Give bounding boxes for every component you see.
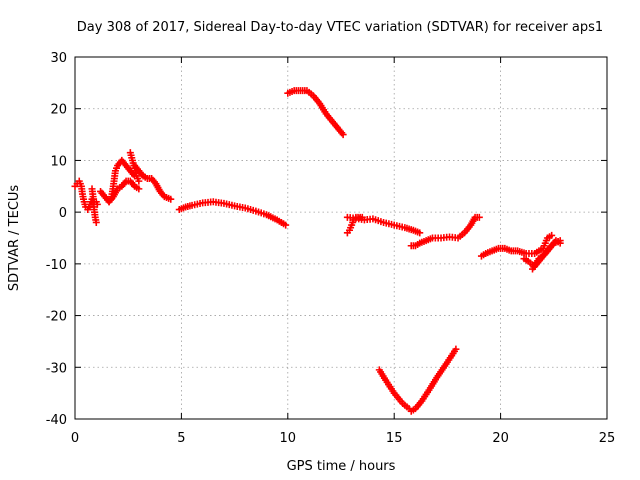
- y-axis-label: SDTVAR / TECUs: [7, 185, 22, 292]
- data-point: [93, 200, 101, 208]
- x-tick-label: 5: [177, 431, 185, 446]
- data-point: [339, 131, 347, 139]
- series-arc-14: [477, 231, 556, 260]
- x-tick-label: 15: [386, 431, 403, 446]
- data-point: [135, 177, 143, 185]
- y-tick-label: -40: [46, 413, 67, 428]
- series-arc-5: [105, 177, 143, 206]
- y-tick-label: -10: [46, 258, 67, 273]
- data-point: [135, 185, 143, 193]
- y-tick-label: 10: [50, 154, 67, 169]
- data-point: [452, 345, 460, 353]
- data-point: [416, 229, 424, 237]
- x-tick-label: 20: [492, 431, 509, 446]
- series-arc-9: [284, 87, 347, 139]
- series-arc-8: [175, 198, 290, 229]
- data-point: [475, 213, 483, 221]
- series-arc-12: [375, 345, 460, 415]
- data-point: [167, 195, 175, 203]
- series-arc-3: [86, 198, 101, 211]
- y-tick-label: 30: [50, 51, 67, 66]
- y-tick-label: 0: [59, 206, 67, 221]
- data-point: [282, 221, 290, 229]
- series-arc-11: [343, 213, 424, 237]
- data-point: [92, 218, 100, 226]
- x-tick-label: 10: [280, 431, 297, 446]
- y-tick-label: -30: [46, 361, 67, 376]
- series-arc-2: [88, 185, 100, 226]
- axis-ticks: 0 5 10 15 20 25 -40 -30 -20 -10 0 10 20 30: [46, 51, 616, 446]
- data-point: [556, 239, 564, 247]
- plot-frame: [74, 56, 608, 420]
- series-arc-13: [407, 213, 483, 250]
- data-series: [71, 87, 564, 415]
- x-axis-label: GPS time / hours: [287, 459, 396, 474]
- y-tick-label: -20: [46, 310, 67, 325]
- data-point: [548, 231, 556, 239]
- x-tick-label: 0: [71, 431, 79, 446]
- grid: [75, 57, 607, 419]
- y-tick-label: 20: [50, 103, 67, 118]
- series-arc-16: [529, 237, 564, 273]
- series-arc-7: [131, 162, 175, 203]
- chart-title: Day 308 of 2017, Sidereal Day-to-day VTE…: [77, 20, 603, 35]
- x-tick-label: 25: [599, 431, 616, 446]
